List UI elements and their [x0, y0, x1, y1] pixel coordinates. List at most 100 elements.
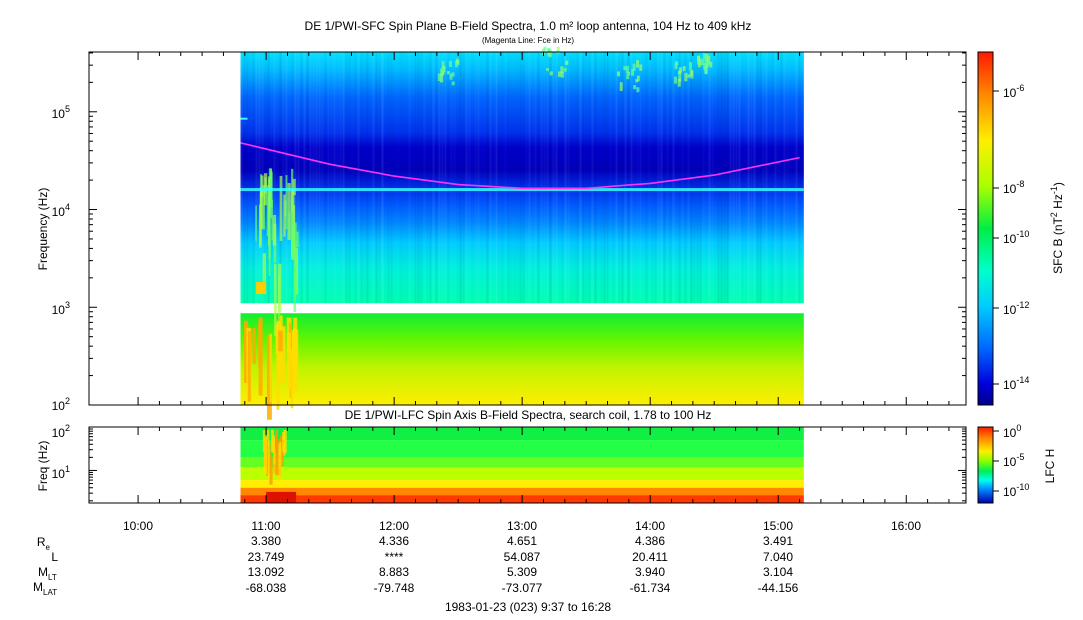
- lfc-burst: [282, 431, 285, 452]
- lfc-band: [240, 457, 804, 467]
- sfc-hf-patch: [697, 55, 701, 61]
- sfc-streak: [250, 52, 252, 303]
- sfc-streak: [429, 52, 432, 304]
- sfc-streak: [532, 52, 534, 303]
- sfc-hf-patch: [636, 87, 640, 93]
- sfc-streak: [481, 52, 483, 303]
- sfc-burst: [278, 263, 282, 313]
- sfc-hf-patch: [636, 75, 640, 82]
- sfc-streak: [495, 52, 498, 304]
- sfc-streak: [340, 52, 342, 303]
- sfc-streak: [654, 52, 657, 304]
- sfc-streak: [493, 52, 495, 303]
- sfc-cbar-tick-label: 10-6: [1003, 83, 1024, 100]
- ephem-value: 3.104: [763, 565, 793, 579]
- sfc-streak: [526, 52, 528, 303]
- sfc-burst: [278, 275, 280, 341]
- time-tick-label: 11:00: [251, 519, 280, 533]
- sfc-streak: [780, 52, 783, 304]
- sfc-streak: [652, 52, 654, 303]
- sfc-hf-patch: [678, 71, 682, 79]
- sfc-streak: [546, 52, 549, 304]
- sfc-streak: [354, 52, 357, 304]
- sfc-hf-patch: [560, 66, 564, 74]
- sfc-low-burst: [278, 330, 283, 352]
- sfc-streak: [420, 52, 423, 304]
- sfc-burst: [292, 178, 296, 196]
- sfc-streak: [451, 52, 453, 303]
- sfc-streak: [328, 52, 330, 303]
- sfc-streak: [394, 52, 396, 303]
- sfc-streak: [729, 52, 732, 304]
- ephem-value: 7.040: [763, 550, 793, 564]
- sfc-streak: [568, 52, 570, 303]
- ephem-value: -73.077: [502, 581, 543, 595]
- sfc-streak: [753, 52, 756, 304]
- sfc-streak: [603, 52, 606, 304]
- sfc-burst: [296, 231, 299, 247]
- sfc-ylabel: Frequency (Hz): [36, 188, 50, 271]
- sfc-hf-patch: [626, 74, 630, 80]
- sfc-streak: [574, 52, 576, 303]
- sfc-hf-patch: [556, 46, 560, 54]
- sfc-streak: [802, 52, 804, 303]
- lfc-burst: [263, 436, 268, 475]
- sfc-streak: [540, 52, 543, 304]
- ephem-value: 3.491: [763, 534, 793, 548]
- sfc-streak: [477, 52, 480, 304]
- sfc-streak: [414, 52, 417, 304]
- sfc-streak: [387, 52, 390, 304]
- sfc-streak: [360, 52, 363, 304]
- sfc-streak: [502, 52, 504, 303]
- sfc-low-burst: [281, 326, 286, 384]
- sfc-streak: [438, 52, 441, 304]
- sfc-streak: [571, 52, 573, 303]
- sfc-streak: [303, 52, 306, 304]
- sfc-streak: [708, 52, 711, 304]
- sfc-burst: [287, 183, 291, 240]
- sfc-streak: [325, 52, 327, 303]
- sfc-cbar-tick-label: 10-8: [1003, 179, 1024, 196]
- sfc-streak: [706, 52, 708, 303]
- sfc-streak: [772, 52, 774, 303]
- sfc-hf-patch: [451, 72, 455, 77]
- sfc-streak: [621, 52, 624, 304]
- sfc-streak: [598, 52, 600, 303]
- sfc-panel: [240, 46, 804, 420]
- lfc-burst: [270, 429, 274, 452]
- ephem-value: 13.092: [248, 565, 285, 579]
- sfc-streak: [534, 52, 537, 304]
- sfc-streak: [370, 52, 372, 303]
- sfc-streak: [559, 52, 561, 303]
- sfc-frame: [88, 51, 967, 406]
- sfc-hf-patch: [674, 76, 678, 84]
- sfc-hf-patch: [455, 58, 459, 64]
- sfc-low-burst: [266, 335, 272, 420]
- sfc-streak: [537, 52, 540, 304]
- sfc-hf-patch: [675, 61, 679, 66]
- sfc-streak: [798, 52, 801, 304]
- sfc-streak: [240, 52, 243, 304]
- sfc-streak: [444, 52, 447, 304]
- colorbar-ticks: [993, 90, 999, 492]
- lfc-burst: [266, 429, 270, 446]
- ephem-value: 3.940: [635, 565, 665, 579]
- sfc-streak: [297, 52, 300, 304]
- sfc-streak: [660, 52, 663, 304]
- sfc-streak: [634, 52, 636, 303]
- sfc-hf-patch: [437, 73, 441, 82]
- sfc-hf-patch: [689, 62, 693, 71]
- sfc-streak: [454, 52, 456, 303]
- sfc-streak: [562, 52, 564, 303]
- sfc-burst: [268, 210, 271, 277]
- sfc-hf-patch: [441, 61, 445, 69]
- sfc-low-burst: [286, 332, 291, 390]
- sfc-low-band: [240, 313, 804, 405]
- sfc-streak: [519, 52, 522, 304]
- time-tick-label: 15:00: [763, 519, 793, 533]
- lfc-burst: [282, 439, 284, 467]
- sfc-streak: [649, 52, 651, 303]
- sfc-streak: [337, 52, 339, 303]
- fce-line: [240, 142, 800, 190]
